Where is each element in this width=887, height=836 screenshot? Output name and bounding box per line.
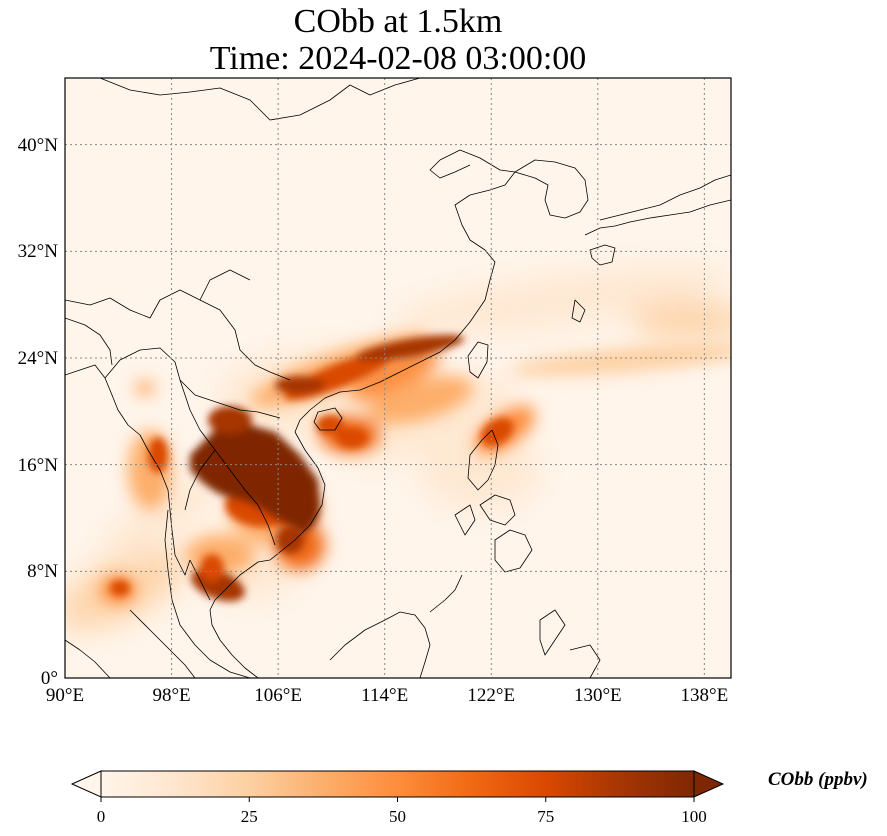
x-tick-label: 98°E	[152, 685, 190, 706]
colorbar-tick-label: 50	[389, 807, 406, 826]
y-tick-label: 8°N	[27, 561, 58, 582]
y-tick-label: 0°	[41, 668, 58, 689]
coastlines	[65, 78, 731, 678]
y-tick-label: 16°N	[18, 455, 59, 476]
colorbar-max-arrow	[693, 770, 725, 798]
x-axis-ticks: 90°E 98°E 106°E 114°E 122°E 130°E 138°E	[46, 685, 728, 706]
colorbar-tick-label: 25	[241, 807, 258, 826]
x-tick-label: 90°E	[46, 685, 84, 706]
y-axis-ticks: 0° 8°N 16°N 24°N 32°N 40°N	[18, 135, 59, 689]
colorbar: 0 25 50 75 100	[70, 770, 725, 826]
x-tick-label: 138°E	[681, 685, 729, 706]
y-tick-label: 24°N	[18, 348, 59, 369]
colorbar-gradient	[101, 771, 694, 797]
map-title: CObb at 1.5km	[293, 3, 503, 40]
colorbar-min-arrow	[70, 770, 102, 798]
colorbar-tick-label: 75	[537, 807, 554, 826]
x-tick-label: 106°E	[254, 685, 302, 706]
colorbar-tick-label: 100	[681, 807, 707, 826]
colorbar-tick-label: 0	[97, 807, 106, 826]
x-tick-label: 114°E	[361, 685, 408, 706]
map-frame	[64, 77, 732, 679]
x-tick-label: 122°E	[467, 685, 515, 706]
colorbar-label: CObb (ppbv)	[768, 769, 868, 790]
map-subtitle: Time: 2024-02-08 03:00:00	[209, 40, 587, 77]
y-tick-label: 32°N	[18, 241, 59, 262]
y-tick-label: 40°N	[18, 135, 59, 156]
x-tick-label: 130°E	[574, 685, 622, 706]
